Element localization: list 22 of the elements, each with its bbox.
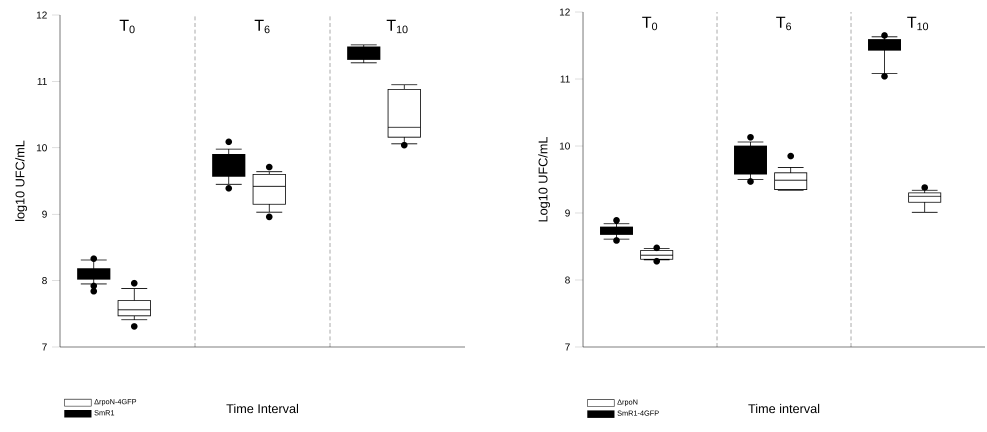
category-label: T$_{10}$ (386, 20, 408, 34)
y-tick-label: 10 (560, 142, 570, 150)
x-axis-title: Time Interval (226, 404, 298, 414)
category-label: T$_{0}$ (120, 20, 135, 34)
y-tick-label: 11 (38, 78, 47, 85)
y-tick-label: 8 (565, 276, 570, 284)
y-tick-label: 7 (565, 344, 570, 350)
y-tick-label: 9 (42, 210, 47, 218)
category-label: T$_{10}$ (907, 16, 928, 30)
x-axis-title: Time interval (748, 404, 820, 414)
y-tick-label: 10 (36, 144, 47, 152)
y-tick-label: 9 (565, 209, 570, 217)
y-tick-label: 8 (42, 277, 47, 284)
y-tick-label: 12 (36, 12, 47, 18)
category-label: T$_{6}$ (254, 20, 270, 34)
y-axis-title: log10 UFC/mL (15, 140, 28, 221)
y-axis-title: Log10 UFC/mL (538, 136, 550, 222)
y-tick-label: 12 (560, 8, 570, 16)
y-tick-label: 11 (560, 76, 570, 82)
category-label: T$_{6}$ (776, 16, 792, 30)
category-label: T$_{0}$ (642, 16, 658, 30)
y-tick-label: 7 (42, 344, 47, 350)
